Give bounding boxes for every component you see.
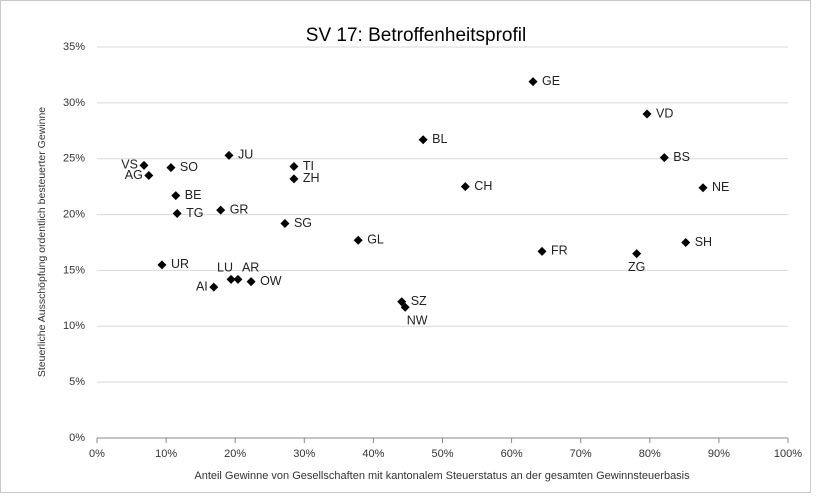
point-label: BE bbox=[185, 188, 202, 202]
point-label: LU bbox=[217, 261, 233, 275]
x-tick-label: 90% bbox=[708, 448, 730, 460]
point-label: SZ bbox=[411, 294, 427, 308]
point-label: JU bbox=[238, 148, 253, 162]
point-label: AG bbox=[125, 168, 143, 182]
point bbox=[289, 174, 299, 184]
point-label: FR bbox=[551, 244, 568, 258]
point bbox=[289, 162, 299, 172]
x-tick-label: 50% bbox=[431, 448, 453, 460]
y-tick-label: 30% bbox=[63, 97, 85, 109]
x-tick-label: 100% bbox=[774, 448, 802, 460]
point bbox=[280, 219, 290, 229]
point-label: NW bbox=[407, 314, 428, 328]
point bbox=[418, 135, 428, 145]
x-tick-label: 20% bbox=[224, 448, 246, 460]
y-tick-label: 20% bbox=[63, 208, 85, 220]
x-tick-label: 10% bbox=[155, 448, 177, 460]
x-tick-label: 30% bbox=[293, 448, 315, 460]
point-label: NE bbox=[712, 180, 729, 194]
point bbox=[632, 249, 642, 259]
point bbox=[353, 235, 363, 245]
point-label: VD bbox=[656, 106, 673, 120]
point-label: BS bbox=[673, 150, 690, 164]
point-label: ZG bbox=[628, 260, 645, 274]
point bbox=[528, 77, 538, 87]
point bbox=[224, 150, 234, 160]
point bbox=[144, 170, 154, 180]
point-label: VS bbox=[121, 158, 138, 172]
point bbox=[157, 260, 167, 270]
point bbox=[246, 277, 256, 287]
point bbox=[397, 297, 407, 307]
y-tick-label: 35% bbox=[63, 41, 85, 53]
x-tick-label: 0% bbox=[89, 448, 105, 460]
y-tick-label: 5% bbox=[69, 376, 85, 388]
point bbox=[681, 238, 691, 247]
y-tick-label: 15% bbox=[63, 264, 85, 276]
point bbox=[226, 274, 236, 284]
point bbox=[209, 282, 219, 292]
point bbox=[172, 208, 182, 218]
y-tick-label: 0% bbox=[69, 432, 85, 444]
y-tick-label: 25% bbox=[63, 153, 85, 165]
point-label: GE bbox=[542, 74, 560, 88]
x-axis-label: Anteil Gewinne von Gesellschaften mit ka… bbox=[194, 470, 690, 482]
point-label: SH bbox=[695, 235, 712, 249]
point bbox=[233, 274, 243, 284]
point bbox=[537, 246, 547, 256]
y-tick-label: 10% bbox=[63, 320, 85, 332]
point-label: BL bbox=[432, 132, 447, 146]
point bbox=[139, 160, 149, 170]
x-tick-label: 40% bbox=[362, 448, 384, 460]
point bbox=[216, 205, 226, 215]
point-label: TI bbox=[303, 159, 314, 173]
point-label: CH bbox=[474, 179, 492, 193]
y-axis-label: Steuerliche Ausschöpfung ordentlich best… bbox=[36, 107, 48, 377]
point bbox=[659, 153, 669, 163]
point-label: OW bbox=[260, 274, 282, 288]
point-label: GR bbox=[230, 202, 249, 216]
point bbox=[642, 109, 652, 119]
x-tick-label: 70% bbox=[570, 448, 592, 460]
point-label: ZH bbox=[303, 171, 320, 185]
point bbox=[166, 163, 176, 173]
point bbox=[698, 183, 708, 193]
point bbox=[400, 302, 410, 312]
point-label: AI bbox=[196, 279, 208, 293]
point bbox=[171, 191, 181, 201]
point-label: TG bbox=[186, 206, 203, 220]
point-label: SG bbox=[294, 216, 312, 230]
point-label: AR bbox=[242, 261, 259, 275]
x-tick-label: 80% bbox=[639, 448, 661, 460]
x-tick-label: 60% bbox=[501, 448, 523, 460]
chart-title: SV 17: Betroffenheitsprofil bbox=[306, 25, 526, 46]
point-label: GL bbox=[367, 233, 384, 247]
point-label: UR bbox=[171, 257, 189, 271]
point-label: SO bbox=[180, 160, 198, 174]
point bbox=[460, 182, 470, 192]
